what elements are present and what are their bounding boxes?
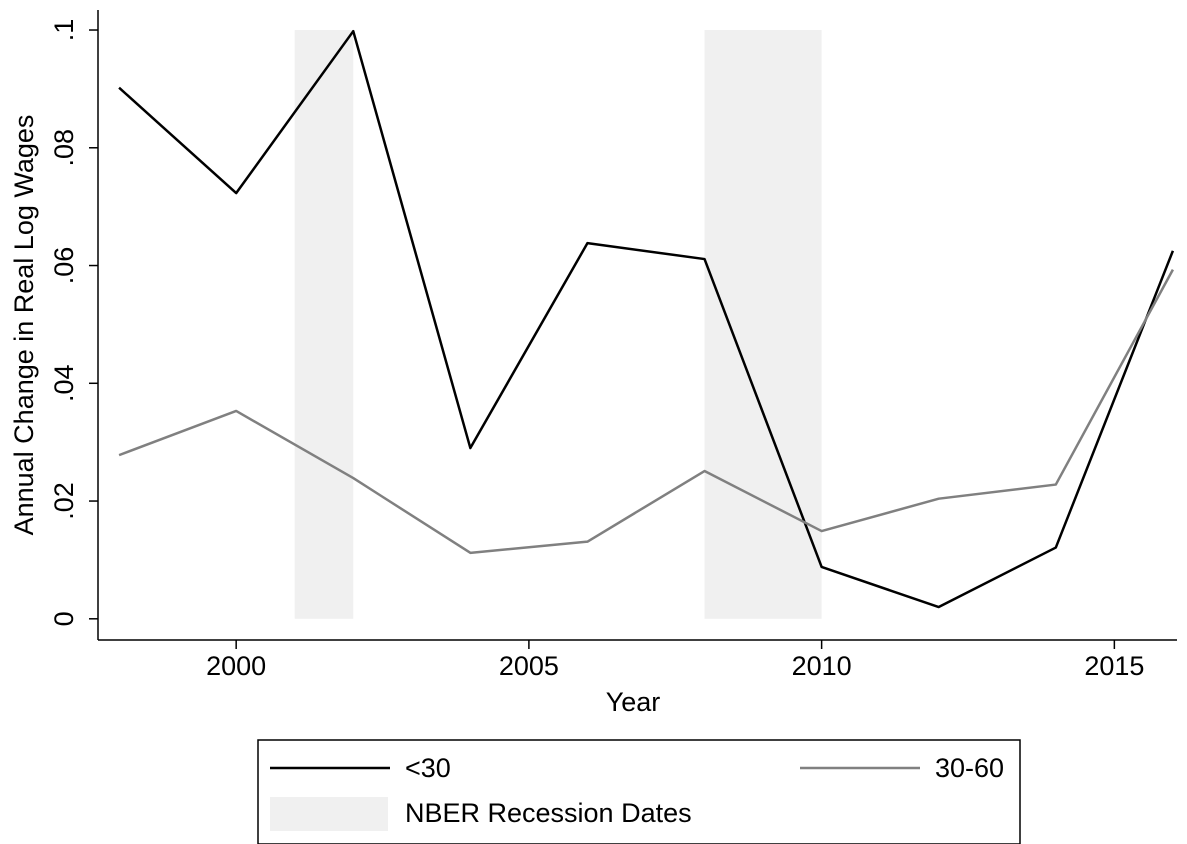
x-tick-label: 2015 [1084, 651, 1144, 681]
y-tick-label: .06 [49, 247, 79, 285]
y-axis-label: Annual Change in Real Log Wages [9, 115, 39, 536]
x-tick-label: 2005 [499, 651, 559, 681]
x-tick-label: 2010 [792, 651, 852, 681]
recession-shade [704, 30, 822, 619]
recession-shade [294, 30, 354, 619]
y-tick-label: .08 [49, 129, 79, 167]
legend-label: 30-60 [935, 753, 1004, 783]
y-tick-label: .02 [49, 482, 79, 520]
series-line [118, 29, 1175, 609]
series-line [118, 269, 1174, 555]
y-tick-label: .04 [49, 365, 79, 403]
legend-swatch [270, 797, 388, 831]
x-axis-label: Year [606, 687, 661, 717]
legend-label: NBER Recession Dates [405, 798, 692, 828]
legend-label: <30 [405, 753, 451, 783]
legend-box [257, 739, 1021, 844]
y-tick-label: .1 [49, 19, 79, 42]
y-tick-label: 0 [49, 611, 79, 626]
x-tick-label: 2000 [206, 651, 266, 681]
